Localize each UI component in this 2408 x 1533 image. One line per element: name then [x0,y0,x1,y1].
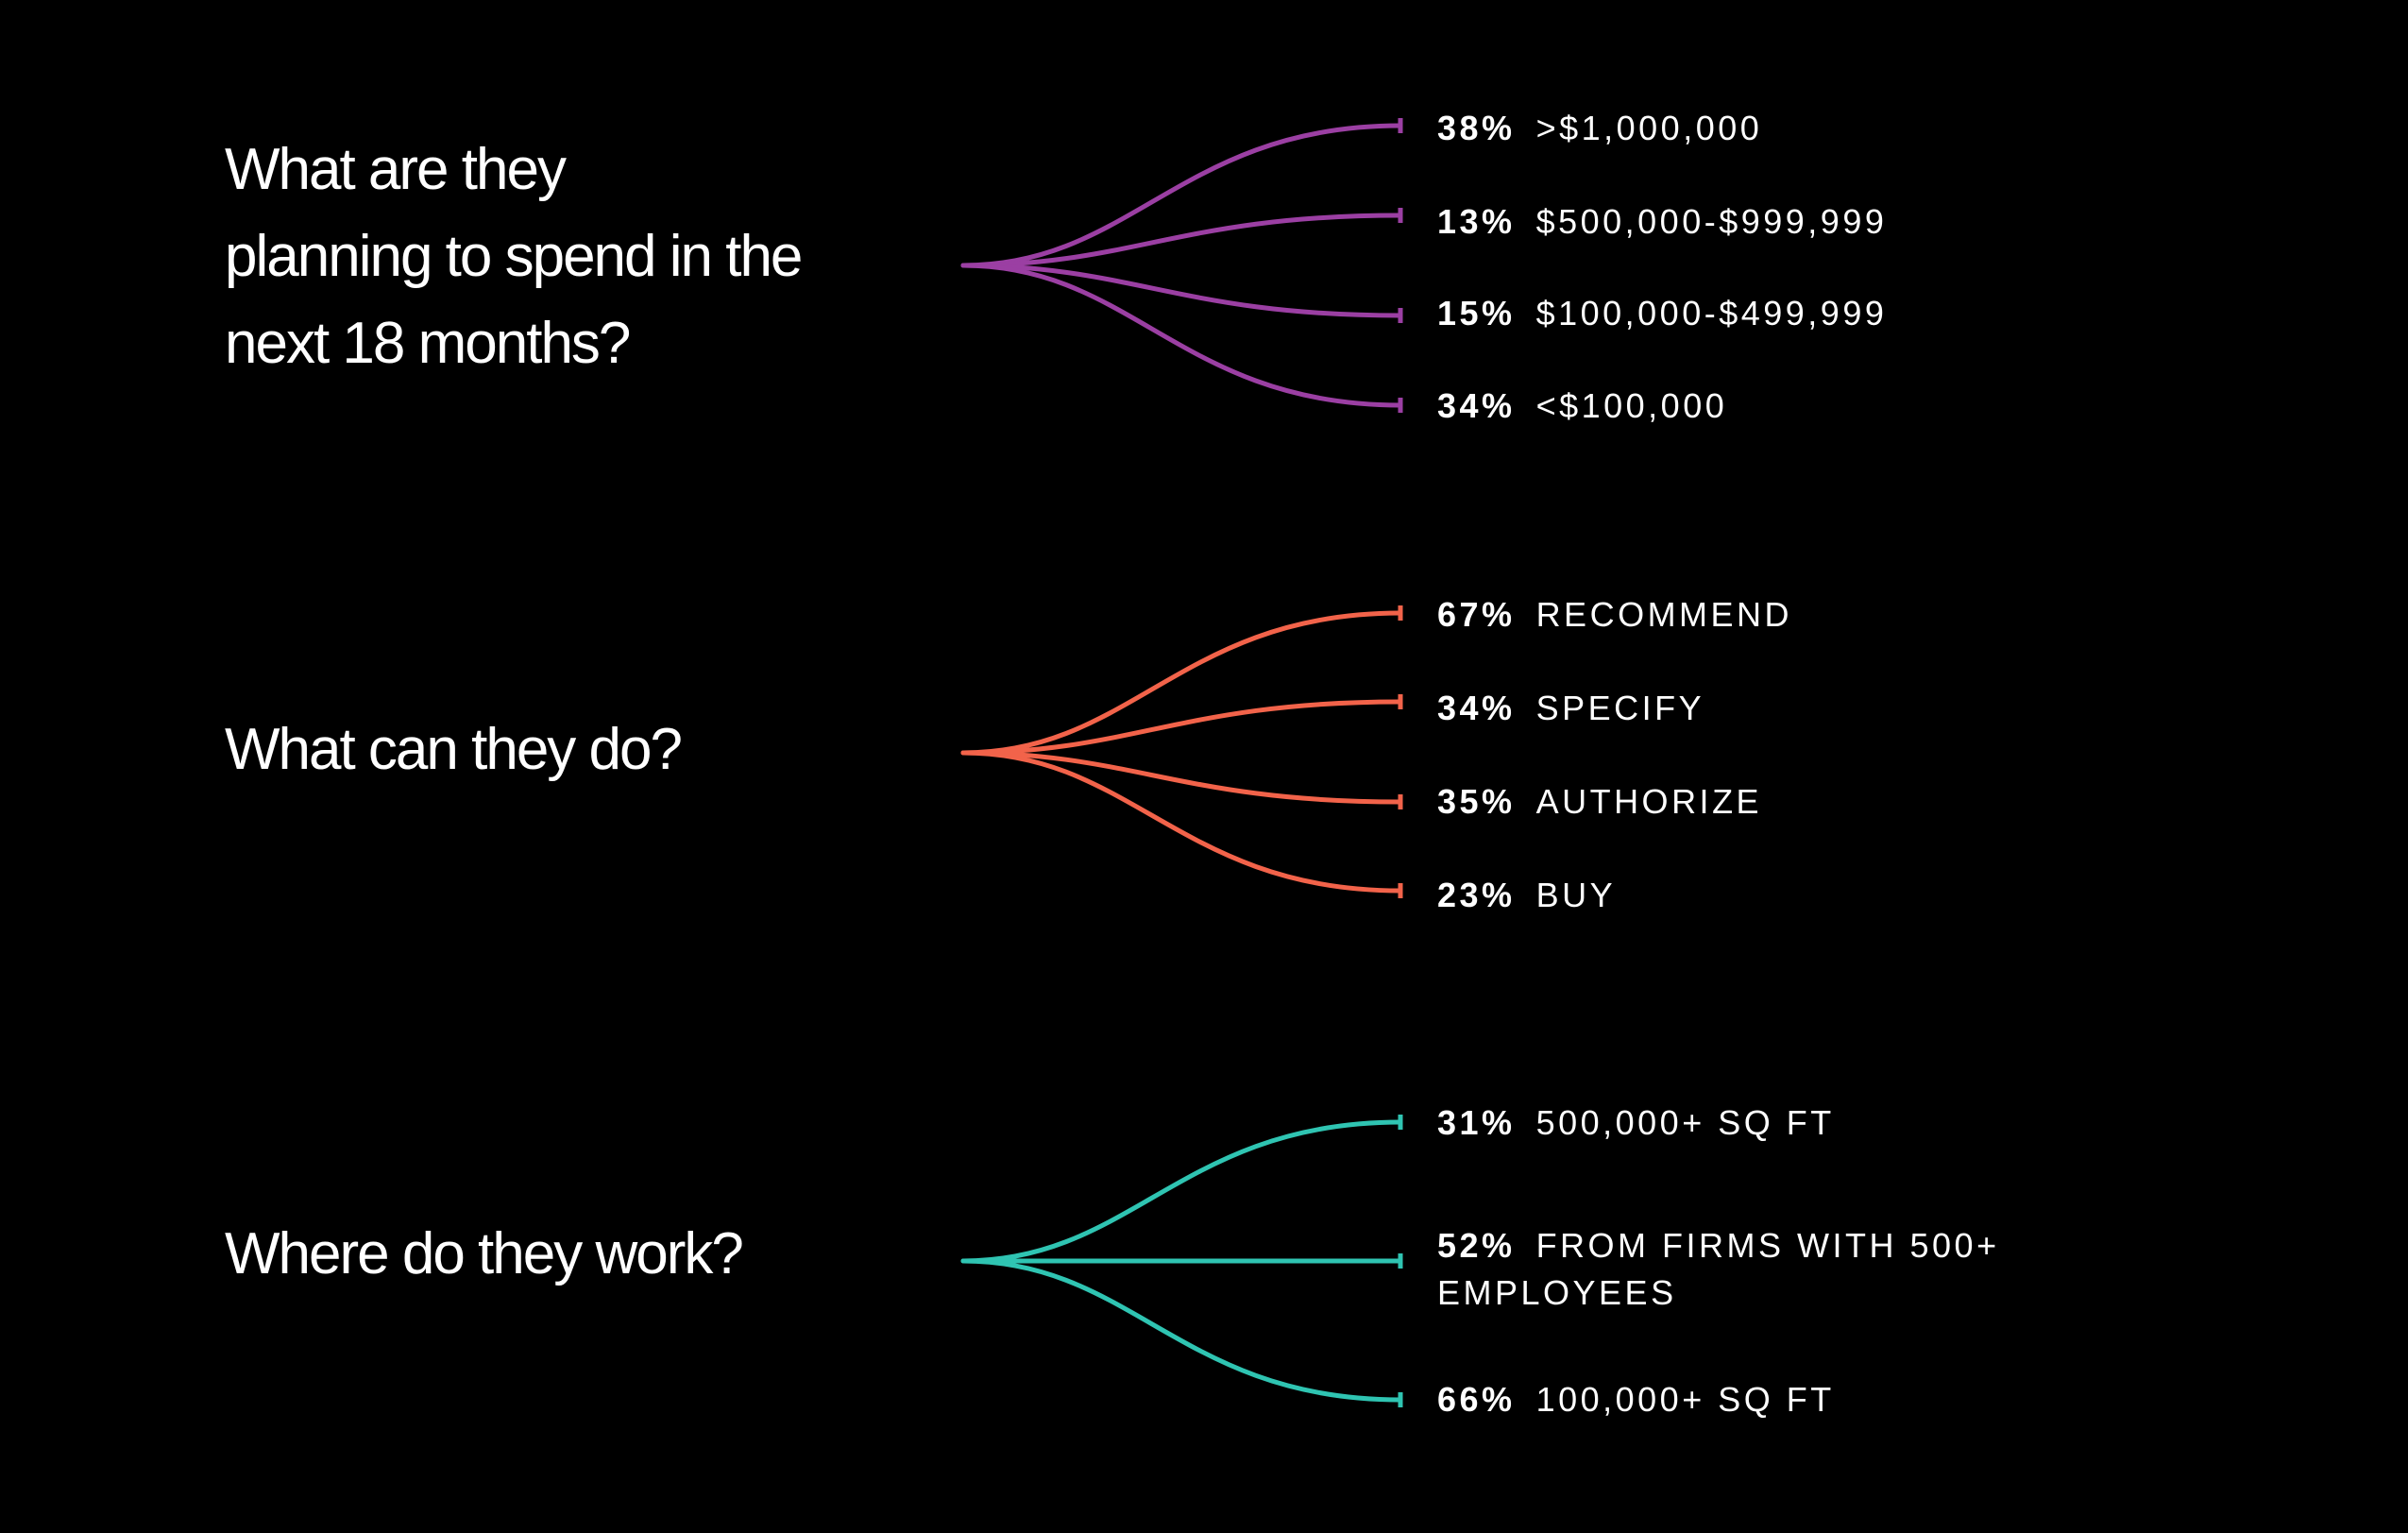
branch-spend-4 [960,263,1403,408]
branch-role-4 [960,750,1403,894]
answer-percent: 52% [1437,1226,1516,1265]
branch-work-3 [960,1258,1403,1403]
answer-label: FROM FIRMS WITH 500+ EMPLOYEES [1437,1226,2000,1312]
answer-role-authorize: 35% AUTHORIZE [1437,778,1762,826]
answer-label: BUY [1535,876,1617,914]
answer-work-500k-sqft: 31% 500,000+ SQ FT [1437,1099,1835,1147]
answer-spend-500k-999k: 13% $500,000-$999,999 [1437,198,1887,246]
answer-percent: 34% [1437,689,1516,727]
question-work-line-1: Where do they work? [225,1221,744,1286]
answer-spend-over-1m: 38% >$1,000,000 [1437,105,1762,152]
answer-work-100k-sqft: 66% 100,000+ SQ FT [1437,1376,1835,1423]
question-spend-line-1: What are they [225,137,567,202]
branch-spend-1 [960,123,1403,268]
answer-role-specify: 34% SPECIFY [1437,685,1704,732]
question-role: What can they do? [225,707,942,793]
answer-percent: 23% [1437,876,1516,914]
branch-role-2 [960,699,1403,756]
answer-role-recommend: 67% RECOMMEND [1437,591,1792,639]
answer-role-buy: 23% BUY [1437,872,1616,919]
answer-work-firms-500-employees: 52% FROM FIRMS WITH 500+ EMPLOYEES [1437,1222,2117,1317]
answer-label: 500,000+ SQ FT [1535,1103,1835,1142]
question-spend: What are they planning to spend in the n… [225,127,942,387]
branch-spend-2 [960,213,1403,268]
answer-label: RECOMMEND [1535,595,1793,634]
answer-label: <$100,000 [1535,386,1728,425]
branch-spend-3 [960,263,1403,318]
answer-percent: 38% [1437,109,1516,147]
answer-percent: 67% [1437,595,1516,634]
question-spend-line-3: next 18 months? [225,311,631,376]
answer-spend-under-100k: 34% <$100,000 [1437,383,1727,430]
answer-label: >$1,000,000 [1535,109,1763,147]
answer-percent: 34% [1437,386,1516,425]
question-role-line-1: What can they do? [225,717,683,782]
branch-work-1 [960,1119,1403,1264]
answer-label: 100,000+ SQ FT [1535,1380,1835,1419]
question-spend-line-2: planning to spend in the [225,224,803,289]
answer-label: AUTHORIZE [1535,782,1763,821]
branch-role-1 [960,610,1403,756]
answer-percent: 66% [1437,1380,1516,1419]
branch-role-3 [960,750,1403,805]
answer-percent: 35% [1437,782,1516,821]
answer-percent: 31% [1437,1103,1516,1142]
question-work: Where do they work? [225,1211,942,1298]
answer-label: $500,000-$999,999 [1535,202,1888,241]
answer-label: $100,000-$499,999 [1535,294,1888,332]
answer-percent: 13% [1437,202,1516,241]
answer-spend-100k-499k: 15% $100,000-$499,999 [1437,290,1887,337]
answer-percent: 15% [1437,294,1516,332]
answer-label: SPECIFY [1535,689,1705,727]
